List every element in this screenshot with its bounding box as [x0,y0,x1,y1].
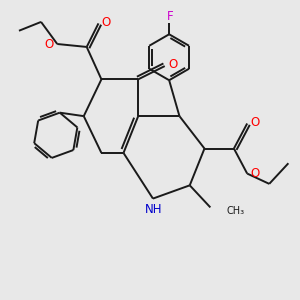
Text: O: O [101,16,111,29]
Text: F: F [167,10,173,22]
Text: O: O [168,58,178,71]
Text: CH₃: CH₃ [226,206,245,216]
Text: NH: NH [145,203,162,216]
Text: O: O [250,167,260,180]
Text: O: O [250,116,260,129]
Text: O: O [44,38,54,50]
